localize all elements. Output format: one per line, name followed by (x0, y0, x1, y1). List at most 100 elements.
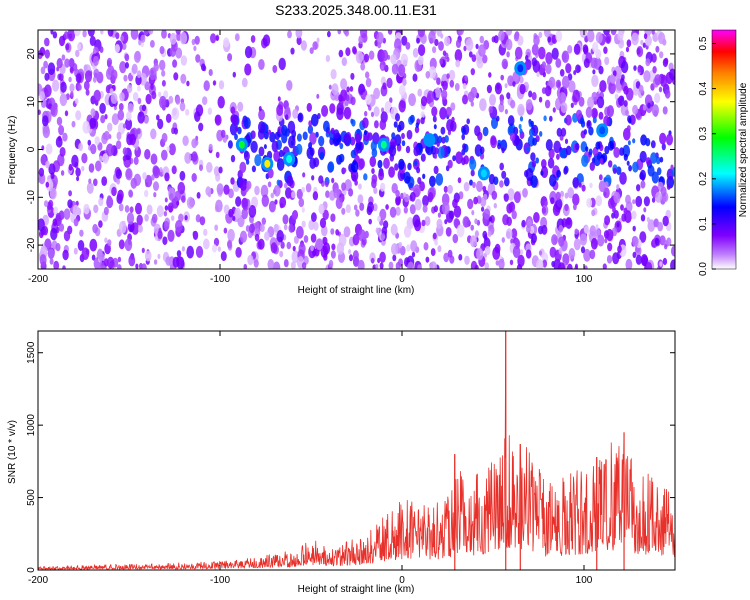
spectrogram-cell (595, 31, 603, 44)
spectrogram-cell (259, 223, 265, 233)
spectrogram-cell (168, 193, 174, 201)
spectrogram-cell (205, 186, 212, 196)
spectrogram-cell (627, 115, 632, 123)
spectrogram-cell (513, 32, 520, 42)
spectrogram-cell (513, 191, 521, 204)
spectrogram-cell (469, 158, 477, 171)
spectrogram-cell (500, 139, 508, 152)
spectrogram-cell (572, 177, 579, 189)
spectrogram-cell (351, 160, 359, 173)
spectrogram-cell (651, 53, 657, 63)
spectrogram-cell (625, 258, 633, 269)
spectrogram-cell (141, 104, 147, 112)
spectrogram-cell (68, 76, 72, 83)
spectrogram-cell (444, 219, 448, 225)
spectrogram-cell (365, 94, 372, 105)
spectrogram-cell (217, 246, 221, 252)
spectrogram-cell (176, 250, 182, 258)
spectrogram-cell (61, 54, 66, 61)
spectrogram-cell (412, 48, 419, 58)
spectrogram-cell (450, 102, 456, 111)
spectrogram-cell (362, 92, 366, 98)
y-tick-label: 1500 (26, 341, 37, 364)
spectrogram-cell (412, 214, 421, 228)
spectrogram-cell (75, 73, 82, 84)
spectrogram-cell (389, 97, 393, 104)
spectrogram-cell (496, 83, 500, 90)
spectrogram-cell (303, 235, 309, 243)
spectrogram-cell (388, 166, 395, 178)
spectrogram-cell (316, 37, 320, 43)
spectrogram-cell (161, 70, 166, 77)
spectrogram-cell (234, 33, 240, 42)
spectrogram-cell (158, 91, 162, 98)
spectrogram-cell (538, 225, 544, 235)
spectrogram-cell (401, 140, 406, 147)
spectrogram-cell (278, 149, 284, 158)
spectrogram-cell (296, 188, 303, 200)
spectrogram-hotspot (480, 169, 487, 178)
spectrogram-cell (474, 218, 478, 225)
spectrogram-cell (420, 96, 428, 107)
spectrogram-cell (330, 228, 335, 235)
spectrogram-cell (69, 83, 75, 93)
spectrogram-cell (607, 242, 613, 252)
spectrogram-cell (467, 198, 474, 210)
spectrogram-cell (544, 85, 552, 97)
colorbar-tick-label: 0.0 (698, 262, 709, 276)
spectrogram-cell (540, 170, 544, 176)
spectrogram-cell (295, 30, 303, 39)
spectrogram-cell (84, 70, 93, 83)
spectrogram-cell (232, 215, 236, 222)
spectrogram-cell (227, 140, 233, 149)
spectrogram-cell (660, 186, 667, 197)
spectrogram-cell (88, 178, 92, 184)
spectrogram-cell (441, 89, 448, 100)
colorbar-gradient (711, 29, 737, 270)
spectrogram-cell (575, 64, 581, 74)
spectrogram-cell (475, 43, 479, 50)
spectrogram-cell (249, 223, 255, 234)
spectrogram-cell (620, 204, 624, 211)
spectrogram-cell (345, 94, 350, 101)
spectrogram-cell (646, 217, 651, 223)
spectrogram-cell (538, 46, 546, 60)
spectrogram-cell (650, 140, 656, 149)
spectrogram-cell (634, 245, 642, 257)
spectrogram-cell (245, 159, 250, 165)
spectrogram-cell (212, 80, 216, 86)
spectrogram-cell (215, 199, 223, 213)
spectrogram-cell (575, 109, 583, 120)
spectrogram-cell (416, 166, 421, 174)
spectrogram-cell (194, 111, 201, 122)
spectrogram-cell (91, 254, 96, 261)
spectrogram-cell (486, 84, 492, 94)
spectrogram-cell (137, 224, 143, 233)
spectrogram-cell (110, 69, 118, 81)
spectrogram-cell (391, 243, 399, 256)
spectrogram-cell (203, 228, 208, 236)
spectrogram-cell (499, 162, 505, 171)
spectrogram-cell (179, 170, 186, 181)
spectrogram-cell (529, 128, 534, 137)
spectrogram-cell (380, 64, 384, 71)
spectrogram-cell (142, 172, 147, 180)
spectrogram-cell (180, 73, 187, 84)
spectrogram-cell (604, 56, 610, 66)
spectrogram-cell (603, 115, 610, 127)
spectrogram-cell (394, 38, 402, 52)
spectrogram-cell (296, 226, 304, 239)
spectrogram-cell (213, 237, 220, 247)
spectrogram-cell (446, 119, 454, 132)
spectrogram-cell (368, 218, 373, 225)
spectrogram-cell (659, 74, 668, 87)
spectrogram-cell (339, 142, 344, 150)
spectrogram-cell (626, 125, 631, 132)
spectrogram-cell (42, 115, 49, 127)
spectrogram-cell (517, 103, 525, 117)
spectrogram-cell (372, 203, 378, 212)
spectrogram-hotspot (426, 135, 433, 144)
spectrogram-cell (592, 42, 599, 53)
spectrogram-cell (234, 207, 242, 219)
spectrogram-cell (519, 83, 526, 95)
